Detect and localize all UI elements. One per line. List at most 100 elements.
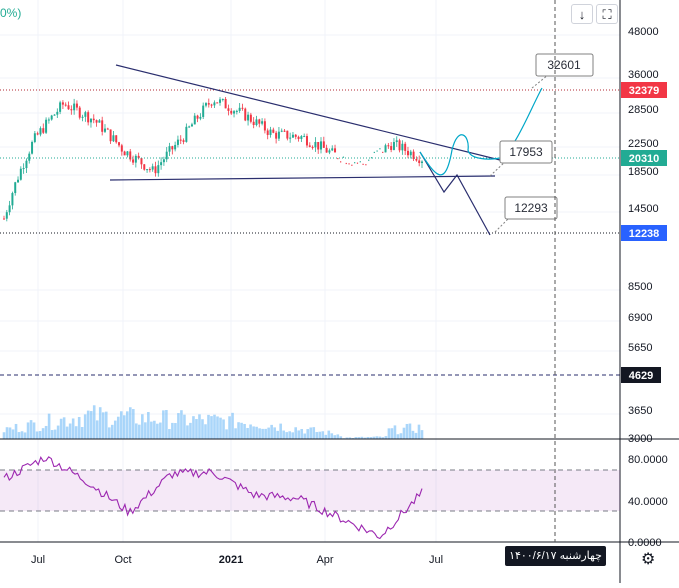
candle-body — [289, 137, 292, 139]
volume-bar — [92, 405, 96, 439]
volume-bar — [294, 427, 297, 439]
candle — [379, 148, 381, 150]
candle-body — [112, 135, 115, 142]
volume-bar — [29, 420, 33, 439]
callout-neckline-text: 17953 — [509, 145, 543, 159]
volume-bar — [62, 417, 66, 439]
candle-body — [25, 160, 28, 169]
candle — [351, 164, 353, 166]
candle-body — [216, 102, 219, 104]
descending-trendline — [115, 64, 501, 161]
volume-bar — [125, 411, 129, 439]
rsi-tick: 40.0000 — [628, 496, 668, 508]
current-date-label: چهارشنبه ۱۴۰۰/۶/۱۷ — [505, 546, 606, 566]
volume-bar — [116, 416, 120, 439]
candle-body — [387, 145, 390, 147]
rsi-line — [3, 456, 423, 540]
price-tick: 22500 — [628, 138, 659, 150]
candle-body — [305, 136, 308, 146]
candle-body — [409, 151, 412, 156]
candle-body — [384, 145, 387, 153]
candle-body — [5, 212, 8, 219]
candle-body — [261, 121, 264, 124]
volume-bar — [306, 429, 310, 439]
resistance-price-label: 32379 — [621, 82, 667, 98]
candle — [356, 162, 359, 164]
candle-body — [275, 132, 278, 139]
volume-bar — [144, 422, 147, 439]
candle — [345, 162, 347, 165]
candle-body — [334, 148, 337, 153]
candle — [359, 161, 361, 163]
candle-body — [84, 112, 87, 117]
time-tick: Apr — [316, 554, 333, 566]
scroll-to-realtime-button[interactable]: ↓ — [571, 4, 593, 24]
volume-bar — [192, 416, 195, 439]
candle-body — [401, 143, 404, 151]
candle-body — [210, 104, 213, 106]
callout-target-low[interactable]: 12293 — [504, 196, 558, 220]
candle-body — [300, 136, 303, 139]
candle-body — [140, 158, 143, 165]
candle-body — [17, 179, 20, 183]
volume-bar — [207, 414, 210, 439]
volume-bar — [255, 426, 258, 439]
candle-body — [252, 121, 255, 126]
candle-body — [196, 115, 199, 119]
gear-icon[interactable]: ⚙ — [641, 551, 656, 568]
volume-bar — [228, 416, 231, 439]
volume-bar — [249, 424, 252, 439]
volume-bar — [186, 425, 189, 439]
candle-body — [294, 134, 297, 137]
volume-bar — [204, 424, 207, 439]
volume-bar — [138, 424, 141, 439]
volume-bar — [165, 410, 168, 439]
candle-body — [238, 107, 241, 111]
price-tick: 36000 — [628, 69, 659, 81]
volume-level-label: 4629 — [621, 367, 661, 383]
candle-body — [120, 145, 123, 152]
volume-bar — [168, 429, 171, 439]
volume-bar — [162, 410, 165, 439]
volume-bar — [393, 425, 397, 439]
callout-target-high[interactable]: 32601 — [535, 53, 594, 77]
candle-body — [146, 169, 149, 171]
volume-bar — [276, 430, 279, 439]
candle-body — [151, 166, 154, 170]
volume-bar — [50, 430, 54, 439]
candle-body — [53, 114, 56, 116]
volume-bar — [402, 427, 406, 439]
candle-body — [244, 108, 247, 121]
candle-body — [247, 114, 250, 121]
candle — [362, 163, 364, 165]
change-percent: 0%) — [0, 6, 22, 20]
candle-body — [204, 103, 207, 106]
volume-bar — [315, 432, 319, 439]
volume-bar — [213, 414, 216, 439]
candle-body — [81, 116, 84, 118]
volume-bar — [354, 437, 358, 439]
callout-neckline[interactable]: 17953 — [499, 140, 553, 164]
rsi-band — [0, 470, 620, 511]
candle-body — [109, 129, 112, 142]
candle-body — [308, 145, 311, 147]
volume-bar — [44, 425, 48, 439]
candle-body — [255, 119, 258, 126]
candle-body — [328, 150, 331, 153]
candle-body — [233, 111, 236, 114]
volume-bar — [189, 422, 192, 439]
resistance-price-text: 32379 — [629, 85, 660, 97]
candle-body — [106, 128, 109, 130]
candle-body — [404, 143, 407, 151]
volume-bar — [107, 427, 111, 439]
candle-body — [224, 98, 227, 109]
candle-body — [249, 114, 252, 122]
volume-bar — [396, 434, 400, 439]
volume-bar — [300, 428, 304, 439]
volume-bar — [216, 416, 219, 439]
candle-body — [73, 103, 76, 111]
volume-bar — [309, 427, 313, 439]
fullscreen-button[interactable]: ⛶ — [596, 4, 618, 24]
candle-body — [103, 128, 106, 132]
candle-body — [213, 102, 216, 106]
